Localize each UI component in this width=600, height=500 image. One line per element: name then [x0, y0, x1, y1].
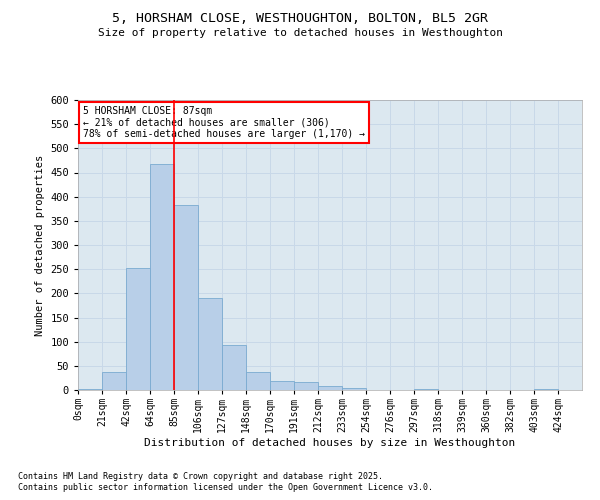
Bar	[534, 389, 558, 390]
X-axis label: Distribution of detached houses by size in Westhoughton: Distribution of detached houses by size …	[145, 438, 515, 448]
Bar	[342, 388, 366, 390]
Bar	[174, 205, 198, 390]
Text: Contains HM Land Registry data © Crown copyright and database right 2025.: Contains HM Land Registry data © Crown c…	[18, 472, 383, 481]
Text: 5 HORSHAM CLOSE: 87sqm
← 21% of detached houses are smaller (306)
78% of semi-de: 5 HORSHAM CLOSE: 87sqm ← 21% of detached…	[83, 106, 365, 139]
Text: Size of property relative to detached houses in Westhoughton: Size of property relative to detached ho…	[97, 28, 503, 38]
Bar	[318, 386, 342, 390]
Bar	[222, 345, 246, 390]
Bar	[246, 372, 270, 390]
Bar	[126, 268, 150, 390]
Bar	[414, 388, 438, 390]
Text: 5, HORSHAM CLOSE, WESTHOUGHTON, BOLTON, BL5 2GR: 5, HORSHAM CLOSE, WESTHOUGHTON, BOLTON, …	[112, 12, 488, 26]
Bar	[198, 298, 222, 390]
Bar	[270, 382, 294, 390]
Bar	[294, 382, 318, 390]
Bar	[150, 164, 174, 390]
Bar	[102, 372, 126, 390]
Bar	[78, 388, 102, 390]
Y-axis label: Number of detached properties: Number of detached properties	[35, 154, 44, 336]
Text: Contains public sector information licensed under the Open Government Licence v3: Contains public sector information licen…	[18, 484, 433, 492]
